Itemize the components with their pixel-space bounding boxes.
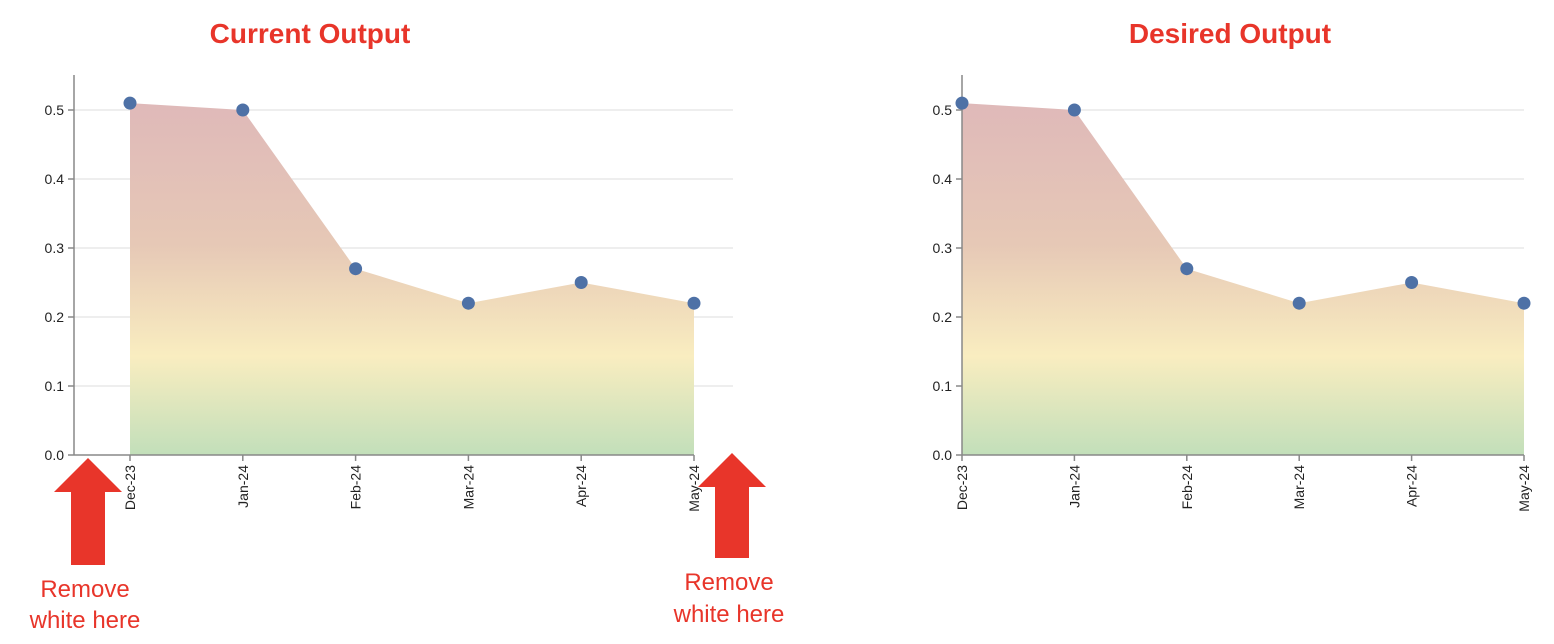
y-tick-label: 0.3	[45, 240, 65, 256]
data-point	[1292, 296, 1306, 310]
y-tick-label: 0.0	[45, 447, 65, 463]
panel-title-desired: Desired Output	[1129, 18, 1331, 49]
area-fill	[130, 103, 694, 455]
x-tick-label: Jan-24	[235, 465, 251, 508]
note-right-line1: Remove	[684, 569, 773, 596]
arrow-up-right-icon	[698, 453, 766, 558]
y-tick-label: 0.3	[933, 240, 953, 256]
panel-current-output: Current Output 0.0 0.1 0.2 0.3 0.4 0.5 Dec-23 J…	[29, 18, 785, 634]
data-point	[1180, 262, 1194, 276]
x-tick-label: May-24	[1516, 465, 1532, 512]
y-tick-label: 0.2	[933, 309, 953, 325]
data-point	[349, 262, 363, 276]
data-point	[1067, 103, 1081, 117]
x-tick-label: May-24	[686, 465, 702, 512]
y-tick-label: 0.5	[45, 102, 65, 118]
annotation-left: Remove white here	[29, 458, 141, 634]
arrow-up-left-icon	[54, 458, 122, 565]
panel-desired-output: Desired Output 0.0 0.1 0.2 0.3 0.4 0.5 Dec-23 J…	[933, 18, 1532, 512]
note-left-line2: white here	[29, 607, 141, 634]
y-tick-label: 0.4	[933, 171, 953, 187]
data-point	[955, 96, 969, 110]
panel-title-current: Current Output	[210, 18, 411, 49]
note-right-line2: white here	[673, 601, 785, 628]
y-tick-label: 0.0	[933, 447, 953, 463]
data-point	[1405, 276, 1419, 289]
x-tick-label: Mar-24	[1291, 465, 1307, 510]
y-tick-label: 0.1	[45, 378, 65, 394]
x-tick-label: Apr-24	[573, 465, 589, 507]
y-tick-label: 0.1	[933, 378, 953, 394]
data-point	[574, 276, 588, 289]
area-fill	[962, 103, 1524, 455]
x-tick-label: Mar-24	[460, 465, 476, 510]
x-tick-label: Dec-23	[954, 465, 970, 510]
data-point	[1517, 296, 1531, 310]
y-tick-label: 0.4	[45, 171, 65, 187]
y-tick-label: 0.5	[933, 102, 953, 118]
data-point	[236, 103, 250, 117]
x-tick-label: Jan-24	[1066, 465, 1082, 508]
x-tick-label: Dec-23	[122, 465, 138, 510]
chart-current-output: 0.0 0.1 0.2 0.3 0.4 0.5 Dec-23 Jan-24 Feb-24 Mar-…	[45, 75, 733, 512]
chart-desired-output: 0.0 0.1 0.2 0.3 0.4 0.5 Dec-23 Jan-24 Feb-24 Mar-…	[933, 75, 1532, 512]
x-tick-label: Apr-24	[1404, 465, 1420, 507]
data-point	[123, 96, 137, 110]
data-point	[461, 296, 475, 310]
x-tick-label: Feb-24	[1179, 465, 1195, 510]
note-left-line1: Remove	[40, 576, 129, 603]
annotation-right: Remove white here	[673, 453, 785, 628]
y-tick-label: 0.2	[45, 309, 65, 325]
data-point	[687, 296, 701, 310]
x-tick-label: Feb-24	[348, 465, 364, 510]
